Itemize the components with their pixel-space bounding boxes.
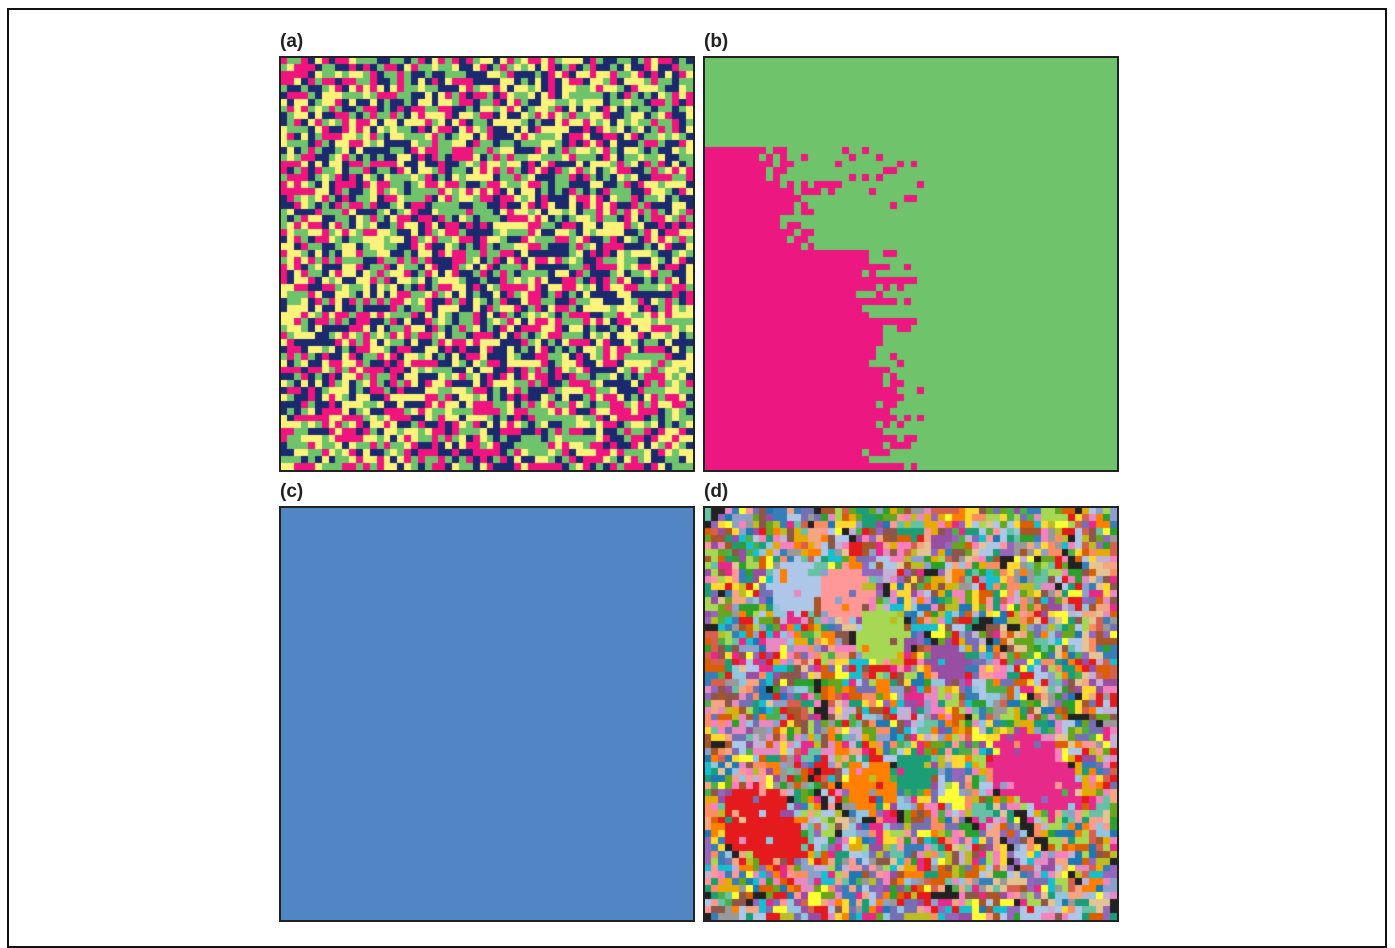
panel-a-label: (a) — [280, 31, 304, 52]
figure-frame — [7, 8, 1387, 948]
panel-a — [279, 56, 695, 472]
panel-b-grid — [705, 58, 1117, 470]
panel-b-label: (b) — [704, 31, 729, 52]
panel-c — [279, 506, 695, 922]
panel-c-label: (c) — [280, 481, 304, 502]
panel-b — [703, 56, 1119, 472]
panel-d — [703, 506, 1119, 922]
panel-d-grid — [705, 508, 1117, 920]
panel-d-label: (d) — [704, 481, 729, 502]
panel-c-grid — [281, 508, 693, 920]
panel-a-grid — [281, 58, 693, 470]
